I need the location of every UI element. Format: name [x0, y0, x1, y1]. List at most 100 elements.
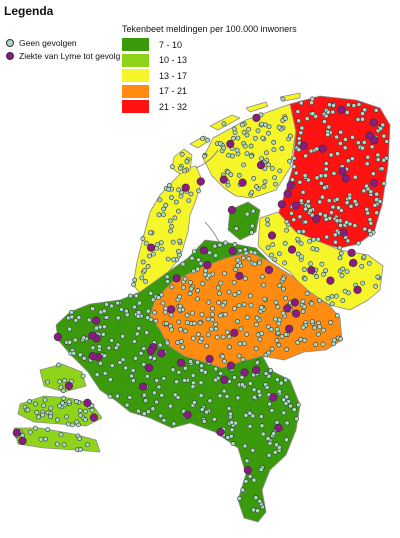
report-dot [259, 423, 265, 429]
report-dot [323, 173, 328, 178]
report-dot [344, 110, 350, 115]
class-row-4: 17 - 21 [122, 84, 297, 100]
report-dot [81, 355, 87, 361]
report-dot [127, 395, 133, 400]
report-dot [220, 334, 226, 340]
report-dot [180, 344, 185, 350]
report-dot [300, 309, 306, 314]
report-dot [89, 407, 95, 413]
report-dot [72, 337, 78, 343]
report-dot [379, 166, 385, 172]
report-dot [303, 219, 309, 225]
report-dot [322, 185, 327, 191]
report-dot [331, 103, 336, 108]
report-dot [333, 239, 338, 245]
lyme-dot [183, 410, 192, 419]
lyme-dot [256, 161, 266, 170]
report-dot [191, 320, 197, 326]
report-dot [176, 208, 181, 214]
report-dot [213, 252, 218, 258]
report-dot [302, 276, 308, 282]
report-dot [33, 401, 38, 407]
report-dot [279, 146, 285, 151]
report-dot [222, 271, 227, 276]
report-dot [163, 320, 169, 326]
report-dot [258, 414, 264, 419]
report-dot [209, 317, 215, 323]
report-dot [143, 240, 149, 246]
lyme-dot [283, 304, 292, 313]
report-dot [109, 338, 114, 343]
report-dot [255, 508, 260, 514]
report-dot [201, 419, 207, 424]
report-dot [198, 380, 204, 385]
report-dot [345, 238, 351, 244]
report-dot [374, 210, 380, 216]
lyme-dot [83, 398, 92, 408]
report-dot [244, 151, 250, 156]
report-dot [34, 409, 40, 415]
report-dot [169, 223, 174, 229]
report-dot [77, 352, 83, 358]
report-dot [244, 211, 250, 217]
report-dot [237, 248, 243, 254]
report-dot [340, 298, 346, 303]
report-dot [298, 198, 304, 204]
lyme-dot [157, 349, 166, 358]
report-dot [291, 164, 297, 169]
report-dot [228, 411, 233, 417]
report-dot [188, 191, 194, 197]
report-dot [73, 318, 79, 323]
report-dot [138, 350, 144, 356]
report-dot [224, 393, 230, 399]
report-dot [228, 172, 234, 178]
report-dot [246, 256, 252, 262]
report-dot [213, 377, 218, 383]
region-zeeland-3 [13, 427, 101, 453]
report-dot [348, 203, 354, 209]
report-dot [161, 376, 167, 381]
report-dot [367, 228, 373, 233]
report-dot [277, 282, 282, 288]
report-dot [314, 274, 319, 279]
report-dot [169, 164, 175, 170]
report-dot [364, 161, 370, 167]
report-dot [176, 187, 182, 193]
report-dot [175, 394, 181, 400]
report-dot [362, 107, 368, 113]
report-dot [264, 384, 270, 390]
report-dot [375, 152, 381, 158]
report-dot [199, 407, 205, 412]
report-dot [314, 175, 320, 181]
report-dot [372, 202, 378, 208]
report-dot [271, 431, 277, 437]
report-dot [107, 393, 113, 399]
report-dot [200, 136, 205, 141]
report-dot [229, 419, 235, 425]
report-dot [367, 217, 373, 222]
report-dot [289, 210, 294, 216]
report-dot [315, 331, 321, 337]
lyme-dot [92, 316, 101, 325]
lyme-dot [277, 200, 286, 209]
report-dot [177, 165, 183, 171]
report-dot [287, 158, 292, 164]
report-dot [301, 304, 307, 310]
report-dot [154, 378, 160, 383]
report-dot [129, 373, 134, 379]
report-dot [236, 303, 242, 308]
report-dot [238, 326, 244, 332]
class-label: 7 - 10 [159, 39, 183, 50]
report-dot [284, 394, 290, 400]
report-dot [269, 165, 275, 171]
report-dot [67, 339, 73, 345]
report-dot [242, 143, 248, 149]
report-dot [296, 402, 301, 408]
report-dot [182, 168, 188, 174]
report-dot [380, 122, 386, 128]
report-dot [360, 111, 365, 116]
report-dot [157, 197, 163, 203]
report-dot [259, 156, 265, 161]
report-dot [217, 313, 223, 319]
report-dot [194, 296, 200, 302]
